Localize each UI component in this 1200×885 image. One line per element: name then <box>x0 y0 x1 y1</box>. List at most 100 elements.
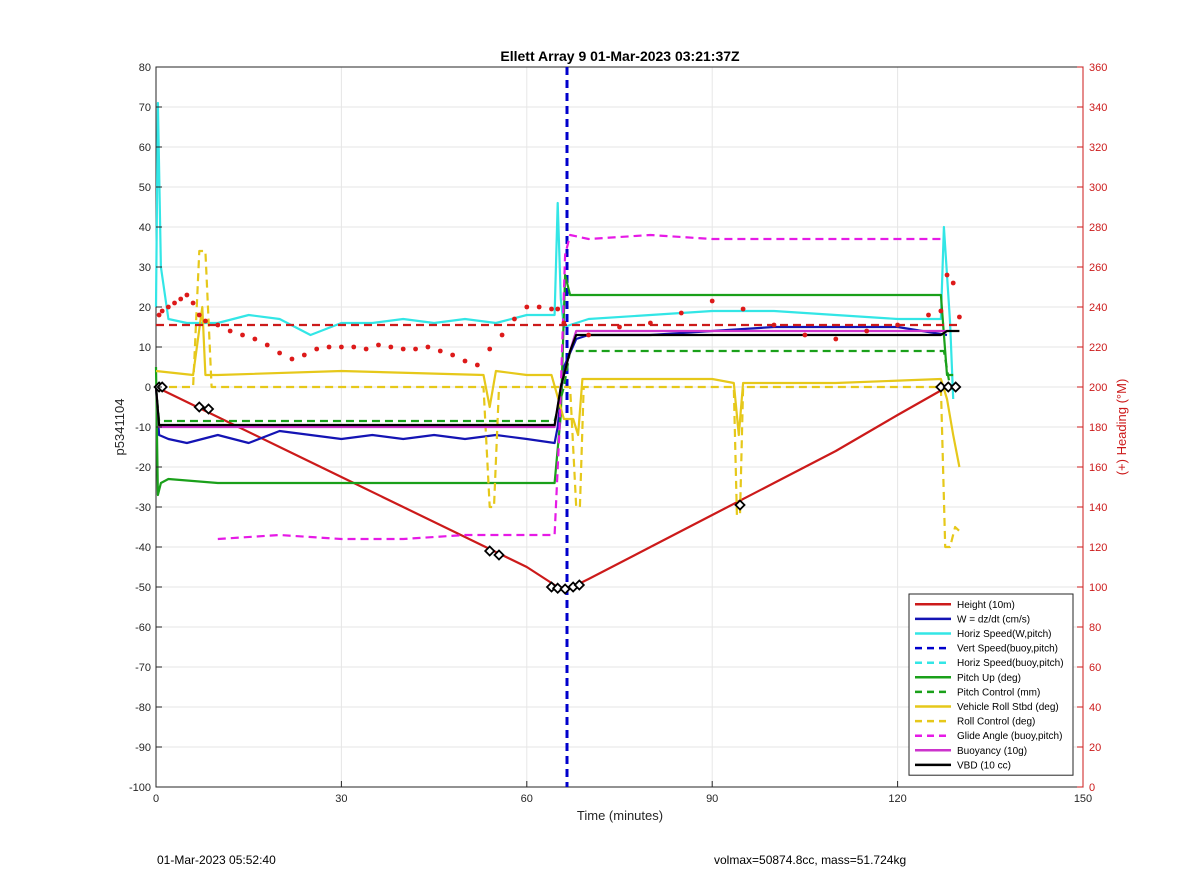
heading-point <box>678 310 684 316</box>
heading-point <box>938 308 944 314</box>
y2-tick-label: 200 <box>1089 382 1107 394</box>
y-tick-label: 50 <box>139 182 151 194</box>
heading-point <box>301 352 307 358</box>
y-tick-label: 10 <box>139 342 151 354</box>
y2-tick-label: 220 <box>1089 342 1107 354</box>
heading-point <box>156 312 162 318</box>
heading-point <box>277 350 282 356</box>
y-tick-label: 20 <box>139 302 151 314</box>
heading-point <box>487 346 493 352</box>
profile-markers <box>153 381 962 595</box>
legend-label: Height (10m) <box>957 600 1015 611</box>
y2-tick-label: 280 <box>1089 222 1107 234</box>
heading-point <box>376 342 381 348</box>
y2-tick-label: 40 <box>1089 702 1101 714</box>
y2-tick-label: 0 <box>1089 782 1095 794</box>
y-tick-label: 30 <box>139 262 151 274</box>
y2-tick-label: 260 <box>1089 262 1107 274</box>
heading-point <box>240 332 245 338</box>
y-tick-label: -40 <box>135 542 151 554</box>
heading-point <box>586 332 591 338</box>
profile-marker <box>193 401 206 413</box>
y-tick-label: -20 <box>135 462 151 474</box>
legend-box <box>908 593 1074 776</box>
heading-point <box>802 332 808 338</box>
chart-title: Ellett Array 9 01-Mar-2023 03:21:37Z <box>500 48 740 64</box>
heading-point <box>363 346 369 352</box>
heading-point <box>549 306 554 312</box>
heading-point <box>499 332 505 338</box>
heading-point <box>252 336 258 342</box>
heading-point <box>264 342 270 348</box>
profile-marker <box>483 545 496 557</box>
y-tick-label: 80 <box>139 62 151 74</box>
series-12-markers <box>156 272 962 368</box>
series-8-line <box>156 249 961 549</box>
y-tick-label: -10 <box>135 422 151 434</box>
y2-tick-label: 340 <box>1089 102 1107 114</box>
profile-marker <box>202 403 215 415</box>
y2-tick-label: 100 <box>1089 582 1107 594</box>
heading-point <box>474 362 480 368</box>
y-tick-label: -100 <box>129 782 151 794</box>
x-tick-label: 90 <box>706 793 718 805</box>
legend-label: Roll Control (deg) <box>957 717 1035 728</box>
y-tick-label: -30 <box>135 502 151 514</box>
y-tick-label: -50 <box>135 582 151 594</box>
y-tick-label: -80 <box>135 702 151 714</box>
heading-point <box>864 328 870 334</box>
legend-label: VBD (10 cc) <box>957 760 1011 771</box>
series-11-line <box>154 329 960 427</box>
x-tick-label: 30 <box>335 793 347 805</box>
legend: Height (10m) W = dz/dt (cm/s) Horiz Speed(… <box>908 593 1074 776</box>
heading-point <box>413 346 418 352</box>
heading-point <box>944 272 950 278</box>
heading-point <box>215 322 221 328</box>
heading-point <box>957 314 962 320</box>
heading-point <box>172 300 177 306</box>
legend-label: Horiz Speed(buoy,pitch) <box>957 658 1064 669</box>
x-axis-label: Time (minutes) <box>577 808 663 823</box>
profile-marker <box>935 381 947 393</box>
y2-tick-label: 80 <box>1089 622 1101 634</box>
y2-tick-label: 300 <box>1089 182 1107 194</box>
heading-point <box>740 306 746 312</box>
y2-tick-label: 360 <box>1089 62 1107 74</box>
heading-point <box>450 352 456 358</box>
series-0-line <box>155 386 948 590</box>
heading-point <box>227 328 233 334</box>
profile-marker <box>942 381 955 393</box>
y-tick-label: -90 <box>135 742 151 754</box>
footer-vehicle-info: volmax=50874.8cc, mass=51.724kg <box>714 853 907 867</box>
y2-tick-label: 320 <box>1089 142 1107 154</box>
axes: 0 30 60 90 120 15080706050403020100-10-20-30-… <box>129 62 1107 805</box>
heading-point <box>400 346 406 352</box>
heading-point <box>425 344 431 350</box>
y-tick-label: -70 <box>135 662 151 674</box>
legend-label: Pitch Up (deg) <box>957 673 1021 684</box>
heading-point <box>203 318 208 324</box>
series-7-line <box>155 305 961 468</box>
profile-marker <box>949 381 962 393</box>
heading-point <box>462 358 468 364</box>
profile-marker <box>734 499 746 511</box>
heading-point <box>536 304 542 310</box>
heading-point <box>165 304 171 310</box>
heading-point <box>314 346 320 352</box>
series-layer <box>153 67 962 787</box>
heading-point <box>833 336 839 342</box>
profile-marker <box>156 381 168 393</box>
heading-point <box>437 348 443 354</box>
y2-tick-label: 120 <box>1089 542 1107 554</box>
heading-point <box>159 308 165 314</box>
heading-point <box>190 300 196 306</box>
y2-axis-label: (+) Heading (°M) <box>1114 379 1129 476</box>
profile-marker <box>573 579 586 591</box>
y2-tick-label: 160 <box>1089 462 1107 474</box>
profile-marker <box>551 582 564 594</box>
heading-point <box>178 296 184 302</box>
heading-point <box>196 312 202 318</box>
heading-point <box>709 298 715 304</box>
legend-label: Buoyancy (10g) <box>957 746 1027 757</box>
